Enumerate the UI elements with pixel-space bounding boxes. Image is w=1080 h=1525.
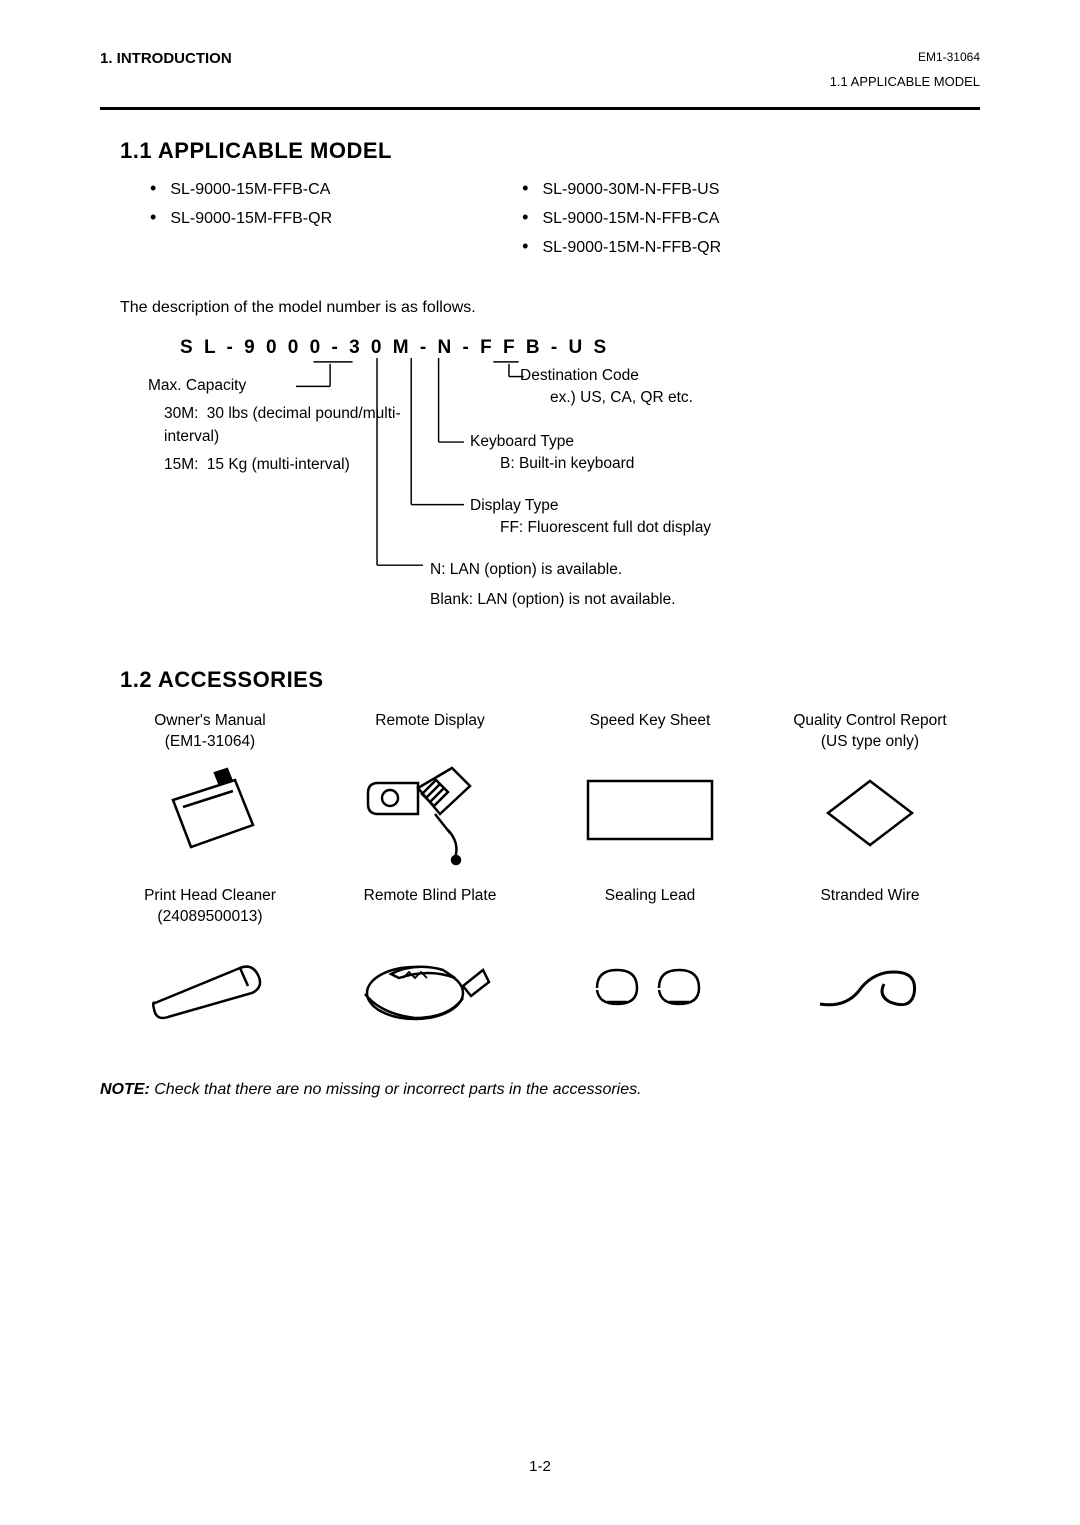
accessories-grid: Owner's Manual (EM1-31064) Remote Displa… bbox=[100, 711, 980, 1061]
acc-label: Quality Control Report (US type only) bbox=[760, 711, 980, 755]
acc-label: Speed Key Sheet bbox=[540, 711, 760, 755]
max-30m-desc: 30 lbs (decimal pound/multi-interval) bbox=[164, 405, 401, 444]
lan-l2: Blank: LAN (option) is not available. bbox=[430, 589, 676, 611]
stranded-wire-icon bbox=[760, 930, 980, 1045]
dest-title: Destination Code bbox=[520, 365, 693, 387]
callout-display: Display Type FF: Fluorescent full dot di… bbox=[470, 495, 711, 540]
model-item: SL-9000-15M-FFB-QR bbox=[150, 207, 332, 228]
section-1-1-title: 1.1 APPLICABLE MODEL bbox=[120, 138, 980, 164]
page-number: 1-2 bbox=[0, 1458, 1080, 1475]
callout-lan: N: LAN (option) is available. Blank: LAN… bbox=[430, 559, 676, 612]
model-item: SL-9000-15M-N-FFB-QR bbox=[522, 236, 721, 257]
acc-speed-key-sheet: Speed Key Sheet bbox=[540, 711, 760, 886]
acc-owners-manual: Owner's Manual (EM1-31064) bbox=[100, 711, 320, 886]
max-30m-code: 30M: bbox=[164, 405, 198, 422]
page-header: 1. INTRODUCTION EM1-31064 1.1 APPLICABLE… bbox=[100, 50, 980, 89]
dest-sub: ex.) US, CA, QR etc. bbox=[520, 387, 693, 409]
max-capacity-title: Max. Capacity bbox=[148, 375, 440, 397]
acc-label: Stranded Wire bbox=[760, 886, 980, 930]
acc-label: Print Head Cleaner (24089500013) bbox=[100, 886, 320, 930]
model-item: SL-9000-15M-FFB-CA bbox=[150, 178, 332, 199]
disp-sub: FF: Fluorescent full dot display bbox=[470, 517, 711, 539]
callout-max-capacity: Max. Capacity 30M: 30 lbs (decimal pound… bbox=[120, 375, 440, 477]
section-1-2-title: 1.2 ACCESSORIES bbox=[120, 667, 980, 693]
model-number-diagram: S L - 9 0 0 0 - 3 0 M - N - F F B - U S bbox=[120, 337, 980, 637]
acc-label: Sealing Lead bbox=[540, 886, 760, 930]
note-text: Check that there are no missing or incor… bbox=[154, 1081, 641, 1098]
qc-report-icon bbox=[760, 755, 980, 870]
key-sub: B: Built-in keyboard bbox=[470, 453, 634, 475]
accessories-note: NOTE: Check that there are no missing or… bbox=[100, 1081, 980, 1099]
acc-remote-blind-plate: Remote Blind Plate bbox=[320, 886, 540, 1061]
models-list: SL-9000-15M-FFB-CA SL-9000-15M-FFB-QR SL… bbox=[150, 178, 980, 265]
disp-title: Display Type bbox=[470, 495, 711, 517]
callout-keyboard: Keyboard Type B: Built-in keyboard bbox=[470, 431, 634, 476]
callout-destination: Destination Code ex.) US, CA, QR etc. bbox=[520, 365, 693, 410]
key-title: Keyboard Type bbox=[470, 431, 634, 453]
models-left-col: SL-9000-15M-FFB-CA SL-9000-15M-FFB-QR bbox=[150, 178, 332, 265]
max-15m-desc: 15 Kg (multi-interval) bbox=[207, 456, 350, 473]
speed-key-sheet-icon bbox=[540, 755, 760, 870]
acc-print-head-cleaner: Print Head Cleaner (24089500013) bbox=[100, 886, 320, 1061]
max-15m-code: 15M: bbox=[164, 456, 198, 473]
model-intro-text: The description of the model number is a… bbox=[120, 299, 980, 317]
sealing-lead-icon bbox=[540, 930, 760, 1045]
acc-label: Owner's Manual (EM1-31064) bbox=[100, 711, 320, 755]
header-section: 1. INTRODUCTION bbox=[100, 50, 232, 67]
models-right-col: SL-9000-30M-N-FFB-US SL-9000-15M-N-FFB-C… bbox=[522, 178, 721, 265]
acc-qc-report: Quality Control Report (US type only) bbox=[760, 711, 980, 886]
header-right: EM1-31064 1.1 APPLICABLE MODEL bbox=[830, 50, 980, 89]
acc-stranded-wire: Stranded Wire bbox=[760, 886, 980, 1061]
header-breadcrumb: 1.1 APPLICABLE MODEL bbox=[830, 74, 980, 89]
remote-blind-plate-icon bbox=[320, 930, 540, 1045]
acc-label: Remote Display bbox=[320, 711, 540, 755]
model-string: S L - 9 0 0 0 - 3 0 M - N - F F B - U S bbox=[180, 337, 609, 359]
acc-sealing-lead: Sealing Lead bbox=[540, 886, 760, 1061]
header-rule bbox=[100, 107, 980, 110]
owners-manual-icon bbox=[100, 755, 320, 870]
print-head-cleaner-icon bbox=[100, 930, 320, 1045]
model-item: SL-9000-30M-N-FFB-US bbox=[522, 178, 721, 199]
header-doc-id: EM1-31064 bbox=[830, 50, 980, 64]
acc-label: Remote Blind Plate bbox=[320, 886, 540, 930]
lan-l1: N: LAN (option) is available. bbox=[430, 559, 676, 581]
note-prefix: NOTE: bbox=[100, 1081, 150, 1098]
acc-remote-display: Remote Display bbox=[320, 711, 540, 886]
model-item: SL-9000-15M-N-FFB-CA bbox=[522, 207, 721, 228]
remote-display-icon bbox=[320, 755, 540, 870]
